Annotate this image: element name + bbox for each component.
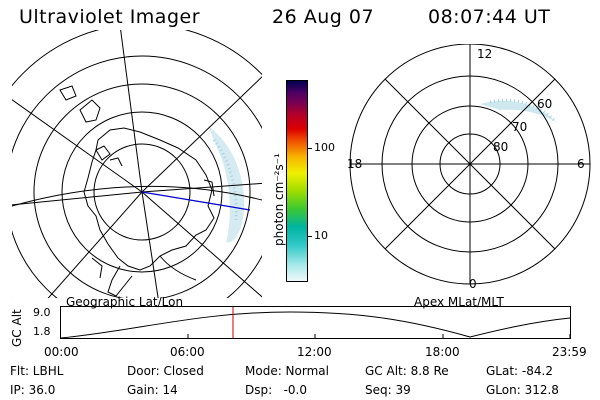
magnetic-map xyxy=(349,44,591,285)
altitude-tick-low: 1.8 xyxy=(33,325,51,338)
status-dsp: Dsp: -0.0 xyxy=(245,383,308,397)
time-tick-1800: 18:00 xyxy=(425,345,460,359)
status-door: Door: Closed xyxy=(127,364,204,378)
altitude-plot xyxy=(60,306,571,339)
time-tick-0600: 06:00 xyxy=(170,345,205,359)
mlt-label-18: 18 xyxy=(347,157,363,171)
latitude-circles xyxy=(12,30,262,298)
intensity-colorbar xyxy=(286,80,308,282)
mlat-label-60: 60 xyxy=(537,97,553,111)
antarctica-coastline xyxy=(59,85,215,297)
time-tick-2359: 23:59 xyxy=(552,345,587,359)
meridians xyxy=(12,30,262,298)
colorbar-label-100: 100 xyxy=(314,141,335,154)
mlt-label-6: 6 xyxy=(577,157,585,171)
auroral-emission xyxy=(208,126,245,243)
altitude-tick-high: 9.0 xyxy=(33,306,51,319)
observation-time: 08:07:44 UT xyxy=(428,6,551,28)
geographic-map xyxy=(12,30,262,298)
latitude-curve xyxy=(12,185,262,207)
status-mode: Mode: Normal xyxy=(245,364,329,378)
status-gain: Gain: 14 xyxy=(127,383,178,397)
time-tick-1200: 12:00 xyxy=(297,345,332,359)
status-seq: Seq: 39 xyxy=(365,383,411,397)
mlt-label-0: 0 xyxy=(469,277,477,291)
auroral-emission-mag xyxy=(480,98,558,124)
colorbar-tick-10 xyxy=(307,236,312,237)
mlt-label-12: 12 xyxy=(477,47,493,61)
mlat-label-80: 80 xyxy=(493,140,509,154)
colorbar-unit-label: photon cm⁻²s⁻¹ xyxy=(272,153,286,246)
status-filter: Flt: LBHL xyxy=(10,364,64,378)
status-gc-altitude: GC Alt: 8.8 Re xyxy=(365,364,449,378)
observation-date: 26 Aug 07 xyxy=(272,6,375,28)
mlt-diagonal-2 xyxy=(384,78,556,250)
colorbar-tick-100 xyxy=(307,148,312,149)
status-glon: GLon: 312.8 xyxy=(486,383,559,397)
geographic-caption: Geographic Lat/Lon xyxy=(66,295,184,309)
status-ip: IP: 36.0 xyxy=(10,383,56,397)
colorbar-label-10: 10 xyxy=(314,229,328,242)
status-glat: GLat: -84.2 xyxy=(486,364,553,378)
altitude-axis-label: GC Alt xyxy=(10,309,24,347)
satellite-track xyxy=(141,191,251,211)
mlat-label-70: 70 xyxy=(512,120,528,134)
time-tick-0000: 00:00 xyxy=(44,345,79,359)
magnetic-caption: Apex MLat/MLT xyxy=(414,295,504,309)
instrument-title: Ultraviolet Imager xyxy=(19,6,201,28)
